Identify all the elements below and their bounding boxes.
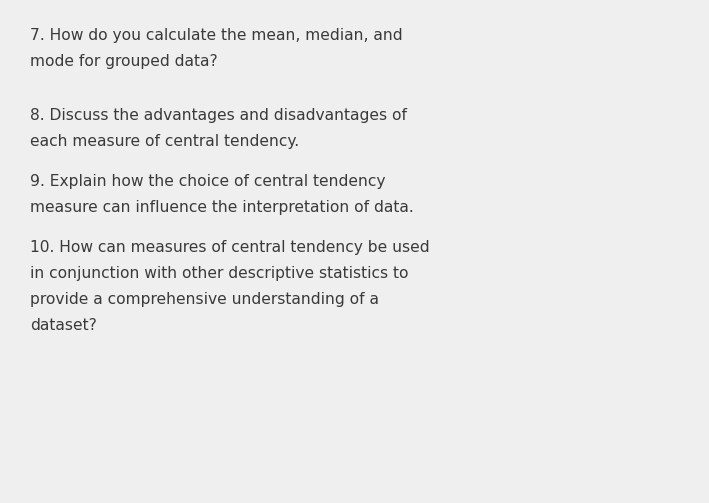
Text: measure can influence the interpretation of data.: measure can influence the interpretation… (30, 200, 414, 215)
Text: 10. How can measures of central tendency be used: 10. How can measures of central tendency… (30, 240, 430, 255)
Text: 8. Discuss the advantages and disadvantages of: 8. Discuss the advantages and disadvanta… (30, 108, 407, 123)
Text: each measure of central tendency.: each measure of central tendency. (30, 134, 299, 149)
Text: provide a comprehensive understanding of a: provide a comprehensive understanding of… (30, 292, 379, 307)
Text: dataset?: dataset? (30, 318, 97, 333)
Text: in conjunction with other descriptive statistics to: in conjunction with other descriptive st… (30, 266, 408, 281)
Text: 9. Explain how the choice of central tendency: 9. Explain how the choice of central ten… (30, 174, 386, 189)
Text: mode for grouped data?: mode for grouped data? (30, 54, 218, 69)
Text: 7. How do you calculate the mean, median, and: 7. How do you calculate the mean, median… (30, 28, 403, 43)
